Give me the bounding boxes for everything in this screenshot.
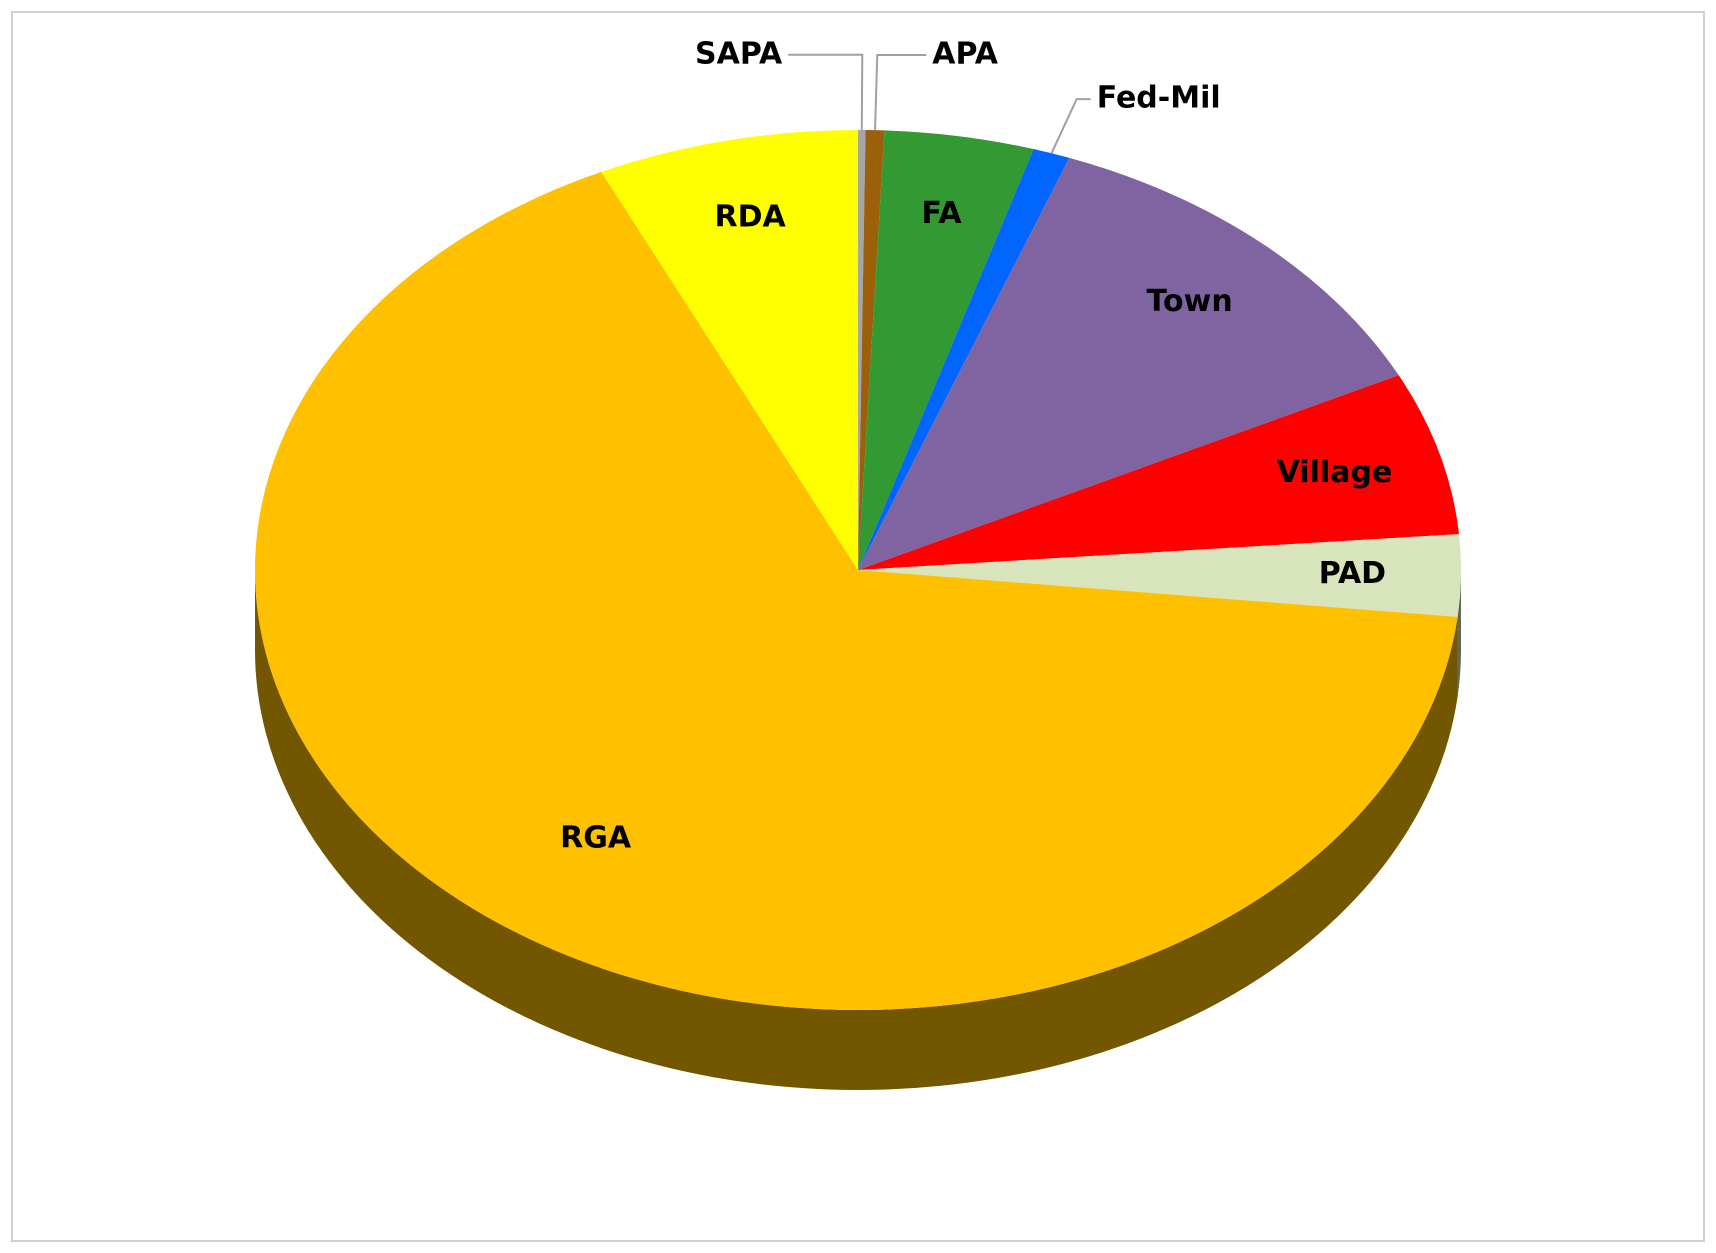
pie-slice — [858, 375, 1459, 570]
slice-label: PAD — [1319, 556, 1386, 591]
leader-line — [874, 53, 927, 131]
pie-slice — [858, 130, 1034, 570]
slice-label: APA — [932, 36, 998, 71]
pie-sides — [255, 570, 1461, 1090]
pie-side — [255, 570, 1458, 1090]
pie-slice — [858, 157, 1399, 571]
slice-label: FA — [921, 196, 962, 231]
pie-slice — [601, 130, 858, 570]
leader-line — [788, 53, 864, 131]
slice-label: RGA — [560, 820, 632, 855]
pie-labels: SAPA APA FA Fed-Mil Town Village PAD RGA RDA — [560, 36, 1392, 855]
slice-label: Town — [1147, 284, 1233, 319]
pie-tops — [254, 130, 1461, 1010]
pie-slice — [254, 171, 1458, 1010]
leader-line — [1050, 98, 1091, 154]
slice-label: Village — [1277, 455, 1393, 490]
pie-side — [1457, 570, 1461, 697]
slice-label: SAPA — [695, 36, 783, 71]
pie-slice — [858, 130, 885, 571]
slice-label: Fed-Mil — [1097, 81, 1221, 116]
pie-slice — [858, 149, 1070, 570]
pie-slice — [858, 130, 866, 570]
slice-label: RDA — [715, 199, 787, 234]
pie-slice — [858, 534, 1461, 617]
